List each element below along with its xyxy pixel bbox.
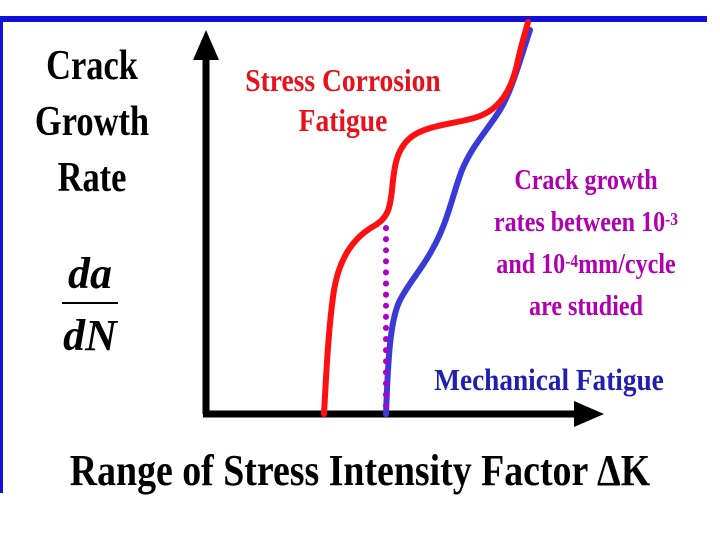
x-axis-arrowhead	[574, 401, 604, 427]
stress-corrosion-label: Stress Corrosion Fatigue	[218, 60, 467, 140]
stress-corrosion-label-line-2: Fatigue	[298, 102, 388, 138]
mechanical-fatigue-label: Mechanical Fatigue	[434, 362, 664, 397]
fraction-denominator: dN	[63, 311, 117, 360]
fraction-numerator: da	[68, 249, 112, 298]
note-line-2: rates between 10-3	[483, 202, 689, 244]
study-range-note: Crack growth rates between 10-3 and 10-4…	[483, 160, 689, 328]
stress-corrosion-label-line-1: Stress Corrosion	[245, 62, 441, 98]
note-line-3-exponent: -4	[565, 251, 579, 271]
da-dn-fraction: da dN	[52, 252, 128, 358]
y-axis-label-line-2: Growth	[34, 99, 150, 145]
note-line-3-suffix: mm/cycle	[578, 249, 676, 280]
x-axis-label: Range of Stress Intensity Factor ΔK	[69, 446, 651, 495]
note-line-2-exponent: -3	[665, 209, 679, 229]
note-line-4: are studied	[529, 291, 643, 322]
left-border-bar	[0, 16, 3, 493]
note-line-1: Crack growth	[514, 165, 658, 196]
fraction-bar	[62, 302, 118, 304]
note-line-3-prefix: and 10	[496, 249, 566, 280]
y-axis-label: Crack Growth Rate	[23, 38, 161, 206]
y-axis-label-line-3: Rate	[57, 155, 127, 201]
mechanical-fatigue-curve	[383, 27, 533, 417]
y-axis-label-line-1: Crack	[46, 43, 138, 89]
top-border-bar	[0, 16, 707, 22]
note-line-3: and 10-4mm/cycle	[483, 244, 689, 286]
note-line-2-text: rates between 10	[493, 207, 666, 238]
y-axis-arrowhead	[193, 30, 219, 60]
stress-corrosion-curve	[321, 19, 531, 417]
